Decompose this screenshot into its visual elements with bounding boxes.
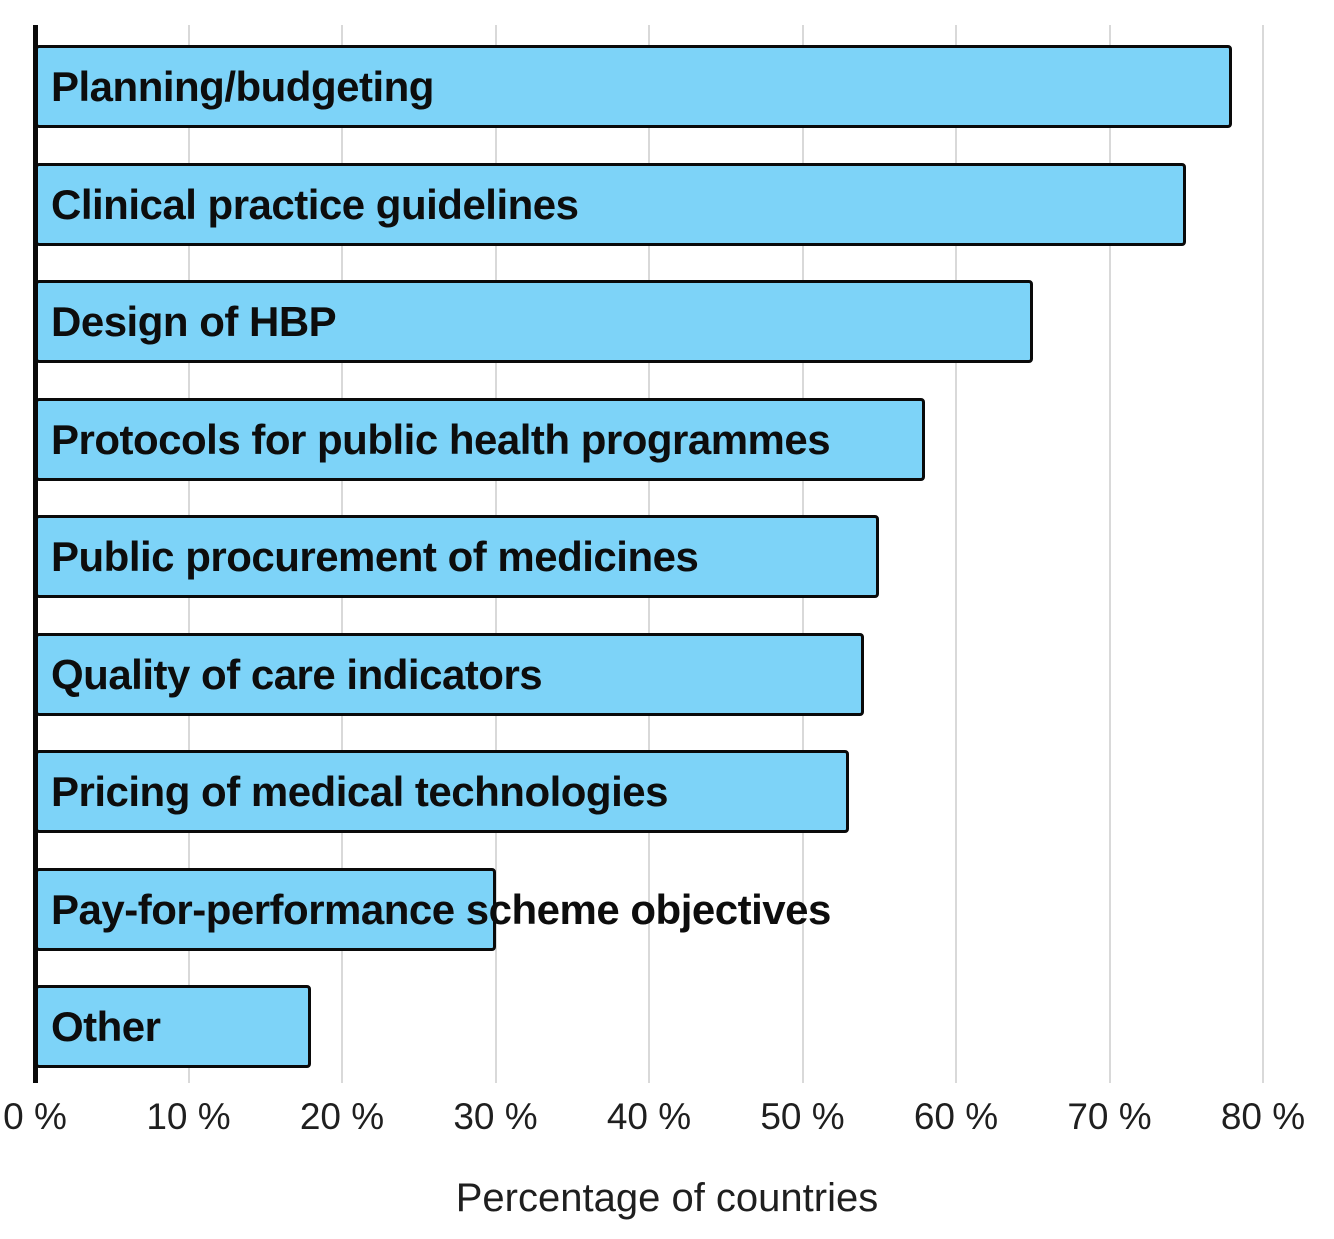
y-axis-line (33, 25, 38, 1083)
bar-label: Protocols for public health programmes (51, 415, 831, 463)
x-tick-label: 30 % (453, 1096, 538, 1137)
bar (35, 397, 925, 481)
bar-label: Other (51, 1003, 161, 1050)
gridline (955, 25, 957, 1083)
bar (35, 985, 311, 1068)
gridline (1262, 25, 1264, 1083)
plot-area: Planning/budgeting Clinical practice guid… (33, 25, 1264, 1083)
x-tick-label: 50 % (760, 1096, 845, 1137)
bar-label: Public procurement of medicines (51, 533, 699, 580)
x-tick-label: 70 % (1067, 1096, 1152, 1137)
bar-label: Planning/budgeting (51, 63, 434, 110)
bar-label: Pricing of medical technologies (51, 768, 668, 815)
gridline (1108, 25, 1111, 1083)
x-axis-title: Percentage of countries (455, 1176, 879, 1220)
bar (35, 45, 1232, 128)
bar-label: Quality of care indicators (51, 650, 543, 698)
x-tick-label: 20 % (299, 1096, 385, 1137)
bar-label: Pay-for-performance scheme objectives (51, 885, 831, 933)
bar (35, 515, 879, 598)
x-tick-label: 60 % (913, 1096, 999, 1137)
x-tick-label: 40 % (606, 1096, 692, 1137)
bar (35, 632, 864, 716)
bar (35, 280, 1033, 363)
x-tick-label: 0 % (3, 1096, 67, 1137)
bar (35, 750, 849, 833)
x-tick-label: 80 % (1220, 1096, 1306, 1137)
bar-label: Clinical practice guidelines (51, 180, 579, 228)
bar-label: Design of HBP (51, 298, 337, 345)
x-tick-label: 10 % (146, 1096, 231, 1137)
bar (35, 867, 496, 951)
